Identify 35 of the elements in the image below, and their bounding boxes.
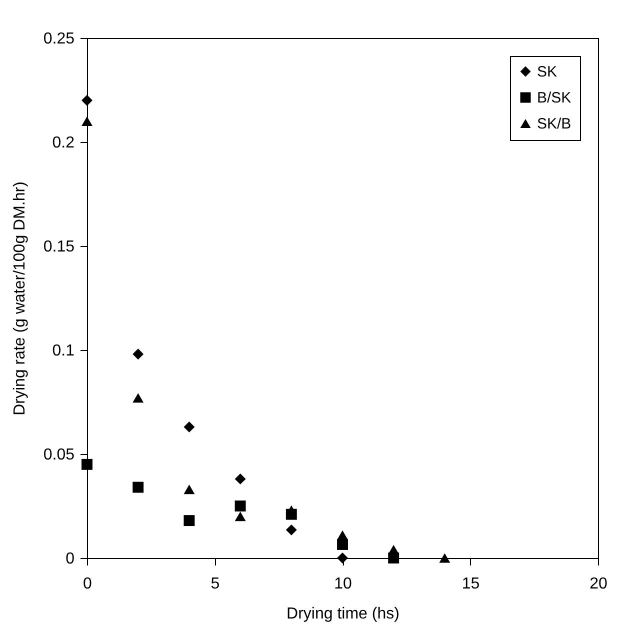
y-tick-label: 0.2 [52,134,75,152]
legend-label: SK/B [537,116,572,132]
point [132,393,144,403]
point [132,482,144,493]
y-tick-label: 0.25 [43,30,75,48]
x-tick-label: 5 [210,576,220,592]
legend-label: SK [537,64,558,80]
x-axis-title: Drying time (hs) [286,606,400,622]
x-tick-label: 10 [334,576,352,592]
y-tick-label: 0 [66,550,75,568]
point [184,421,195,432]
point [286,505,297,515]
x-tick-label: 0 [83,576,92,592]
point [337,539,348,550]
point [132,348,144,360]
legend-label: B/SK [537,90,572,106]
point [234,500,246,512]
y-tick-label: 0.05 [43,446,75,464]
point [286,524,297,536]
point [82,94,92,106]
point [82,458,92,470]
point [184,484,195,494]
point [234,473,246,484]
point [82,116,92,126]
point [337,530,348,540]
point [184,515,195,526]
point [337,552,348,564]
y-tick-label: 0.15 [43,238,75,256]
point [439,553,450,563]
point [234,512,246,522]
x-tick-label: 20 [590,576,608,592]
y-axis-title: Drying rate (g water/100g DM.hr) [11,182,28,416]
point [388,544,400,554]
y-tick-label: 0.1 [52,342,75,360]
x-tick-label: 15 [462,576,480,592]
